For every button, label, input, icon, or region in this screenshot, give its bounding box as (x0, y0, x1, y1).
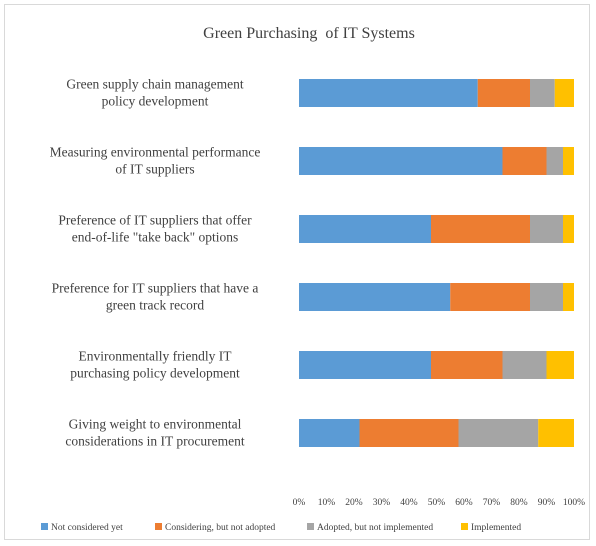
chart-title: Green Purchasing of IT Systems (203, 25, 415, 42)
bar-segment (546, 351, 574, 379)
bar-segment (554, 79, 574, 107)
x-tick-label: 60% (455, 498, 473, 508)
x-tick-label: 80% (510, 498, 528, 508)
legend-swatch (307, 523, 314, 530)
category-label-line: Green supply chain management (66, 77, 244, 92)
category-label-line: policy development (102, 94, 209, 109)
bar-segment (563, 215, 574, 243)
bar-segment (359, 419, 459, 447)
bar-segment (450, 283, 530, 311)
bar-segment (477, 79, 530, 107)
category-label: Giving weight to environmental considerat… (65, 417, 245, 449)
legend-swatch (155, 523, 162, 530)
category-label-line: green track record (106, 298, 204, 313)
x-tick-label: 40% (400, 498, 418, 508)
category-label: Preference of IT suppliers that offer end… (58, 213, 252, 245)
stacked-bar-chart: Green Purchasing of IT Systems Green sup… (41, 25, 586, 533)
legend-label: Considering, but not adopted (165, 523, 276, 533)
bar-segment (502, 147, 547, 175)
category-label-line: Preference of IT suppliers that offer (58, 213, 252, 228)
bar-segment (530, 79, 555, 107)
bar-segment (538, 419, 574, 447)
category-label-line: Giving weight to environmental (69, 417, 242, 432)
legend-label: Not considered yet (51, 523, 123, 533)
bar-segment (502, 351, 547, 379)
category-label-line: considerations in IT procurement (65, 434, 245, 449)
bar-segment (299, 79, 478, 107)
category-label-line: Measuring environmental performance (50, 145, 261, 160)
category-label-line: end-of-life "take back" options (72, 230, 239, 245)
legend-label: Implemented (471, 523, 521, 533)
bar-segment (299, 215, 431, 243)
x-tick-label: 0% (293, 498, 306, 508)
x-tick-label: 20% (345, 498, 363, 508)
bar-segment (299, 351, 431, 379)
x-tick-label: 90% (538, 498, 556, 508)
category-label-line: purchasing policy development (70, 366, 240, 381)
category-label-line: of IT suppliers (115, 162, 194, 177)
legend: Not considered yet Considering, but not a… (41, 523, 521, 533)
category-label: Preference for IT suppliers that have a g… (52, 281, 259, 313)
bar-segment (563, 283, 574, 311)
legend-swatch (41, 523, 48, 530)
bar-segment (299, 147, 503, 175)
x-tick-label: 100% (563, 498, 585, 508)
bar-segment (563, 147, 574, 175)
legend-swatch (461, 523, 468, 530)
bar-segment (530, 215, 563, 243)
x-tick-label: 10% (318, 498, 336, 508)
category-label: Environmentally friendly IT purchasing po… (70, 349, 240, 381)
legend-label: Adopted, but not implemented (317, 523, 433, 533)
category-label: Measuring environmental performance of IT… (50, 145, 261, 177)
bar-segment (431, 215, 530, 243)
chart-frame: Green Purchasing of IT Systems Green sup… (4, 4, 590, 540)
x-tick-label: 50% (428, 498, 446, 508)
category-label: Green supply chain management policy deve… (66, 77, 244, 109)
bar-segment (299, 283, 451, 311)
bar-segment (530, 283, 563, 311)
category-label-line: Environmentally friendly IT (79, 349, 233, 364)
bar-segment (431, 351, 503, 379)
bar-segment (458, 419, 539, 447)
x-tick-label: 70% (483, 498, 501, 508)
bars (299, 79, 574, 447)
category-label-line: Preference for IT suppliers that have a (52, 281, 259, 296)
x-axis-ticks: 0% 10% 20% 30% 40% 50% 60% 70% 80% 90% 100% (293, 498, 586, 508)
x-tick-label: 30% (373, 498, 391, 508)
bar-segment (546, 147, 563, 175)
category-labels: Green supply chain management policy deve… (50, 77, 261, 449)
bar-segment (299, 419, 360, 447)
